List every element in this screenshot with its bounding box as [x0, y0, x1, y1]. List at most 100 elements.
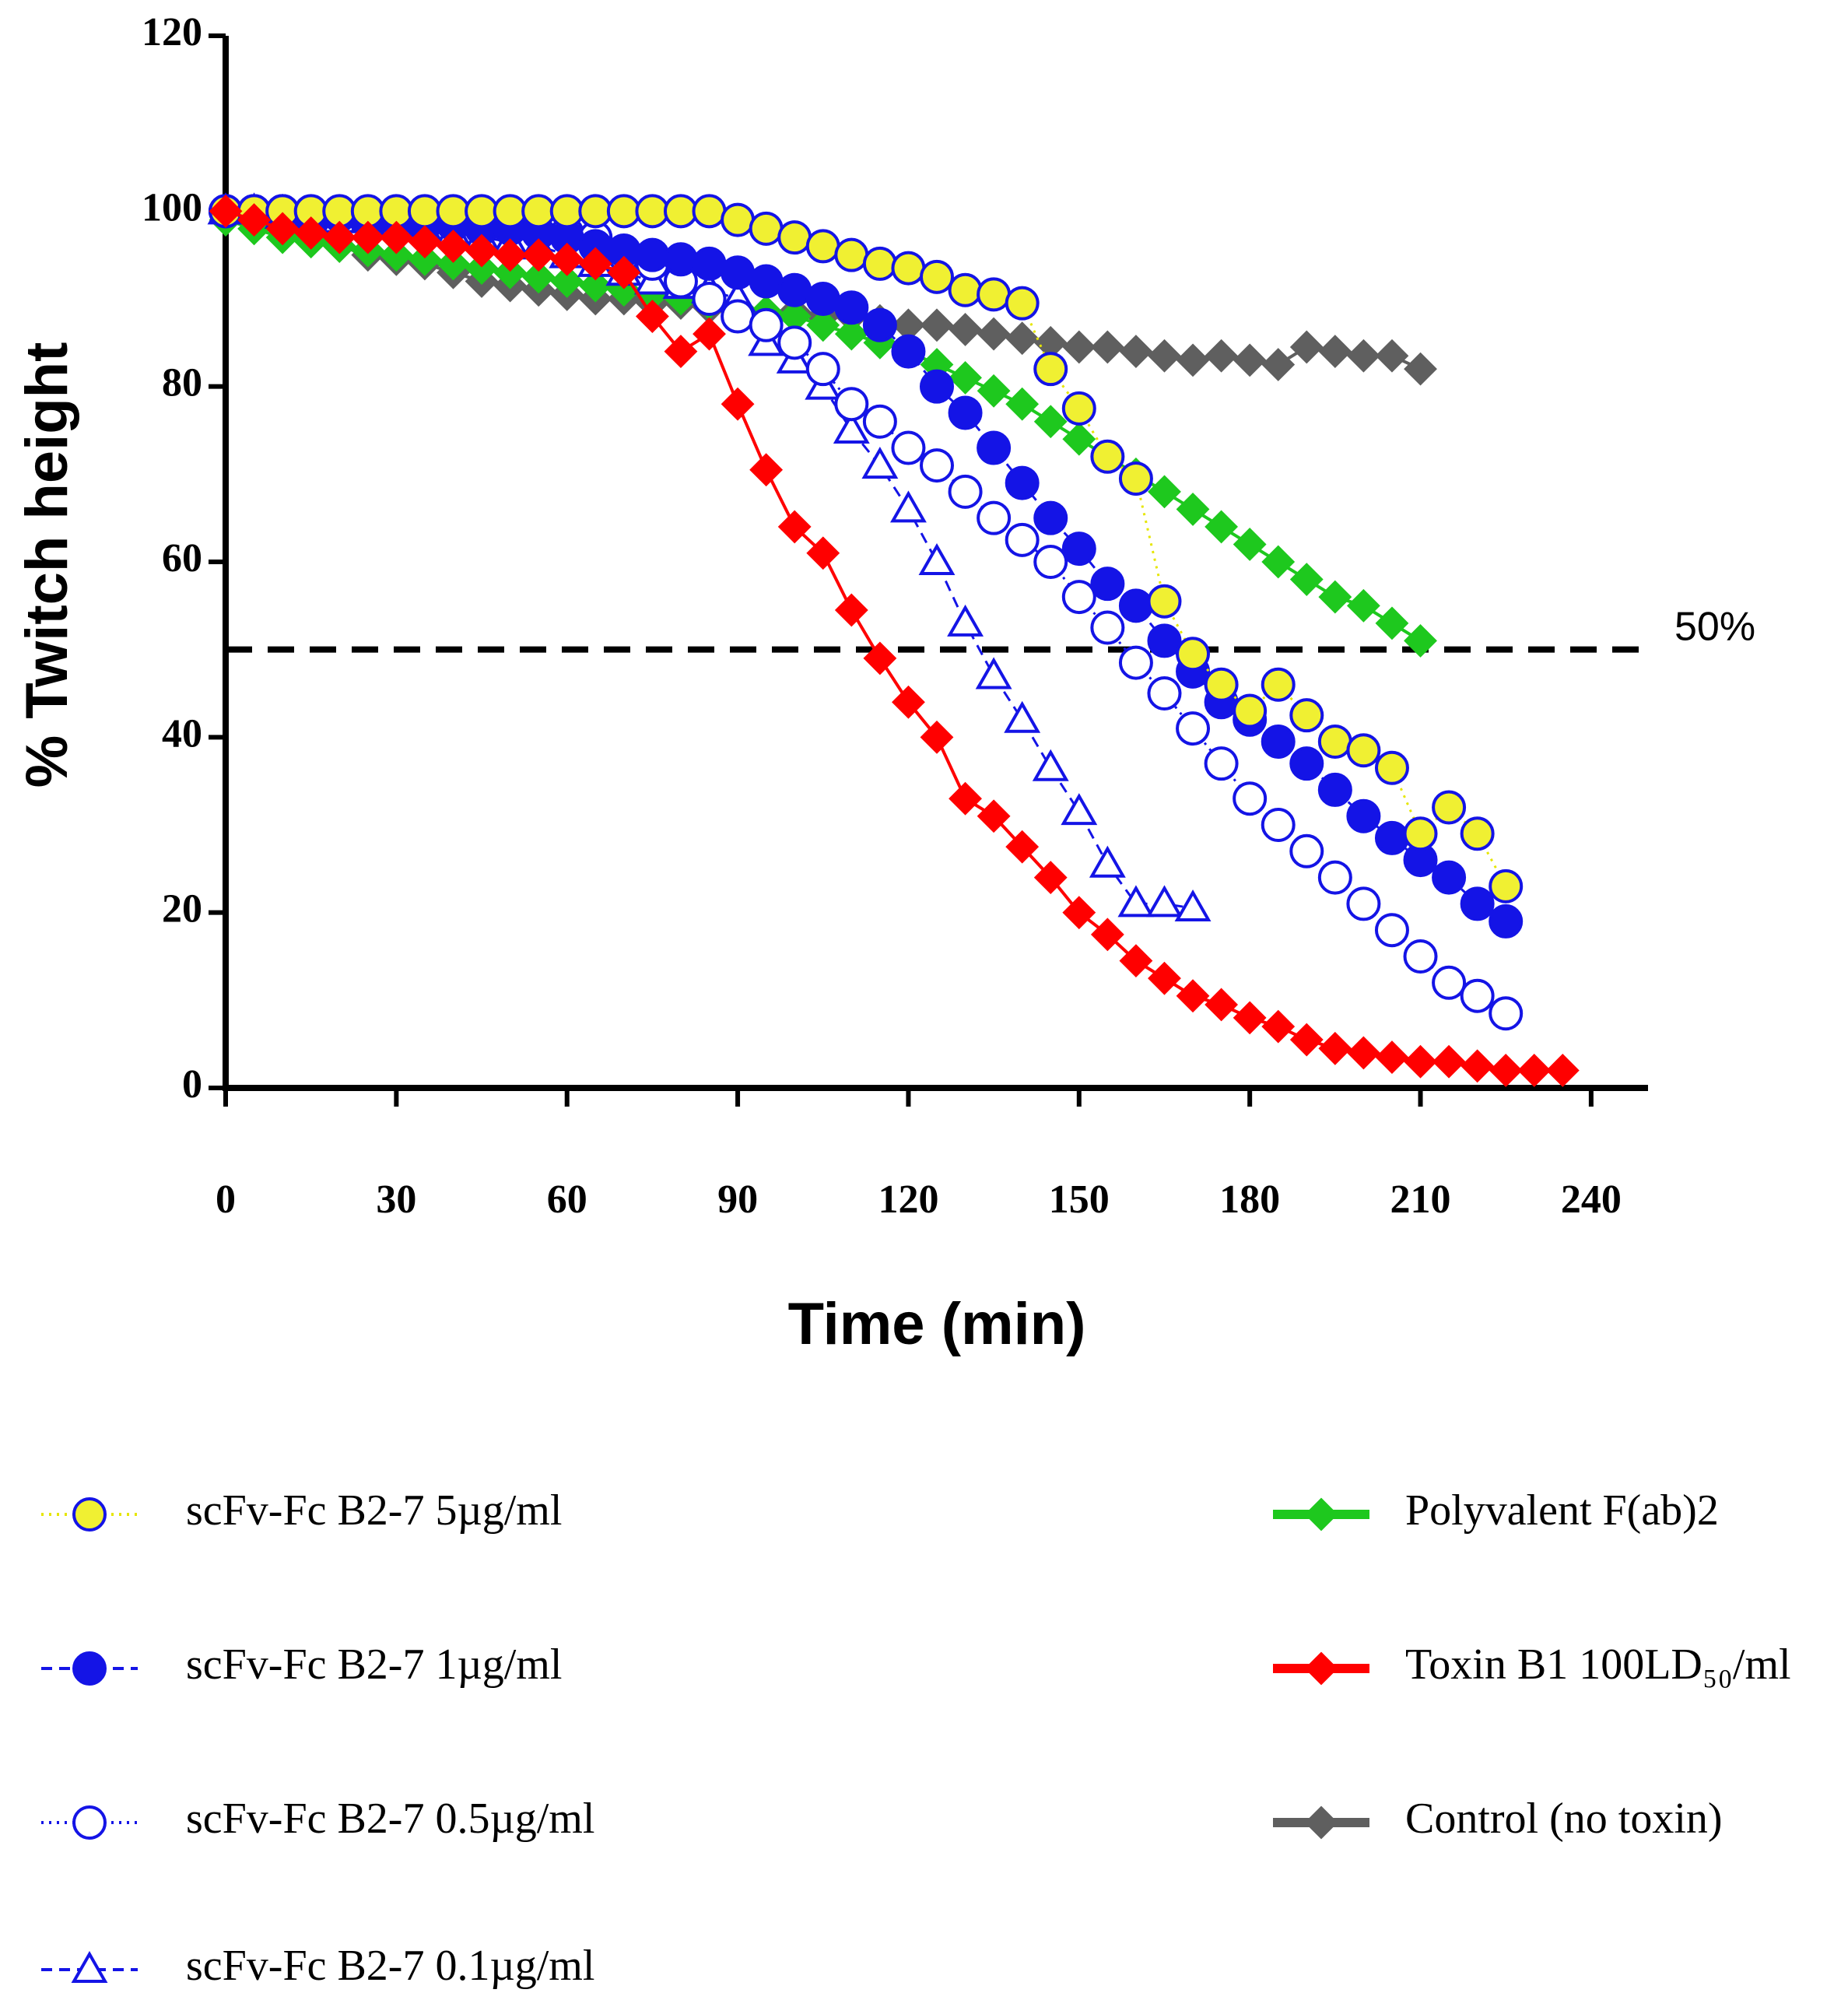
marker	[834, 593, 868, 627]
marker	[805, 352, 840, 387]
marker	[1176, 343, 1210, 377]
marker	[521, 260, 556, 294]
legend-marker	[72, 1805, 107, 1840]
marker	[1147, 676, 1182, 711]
x-tick-label: 60	[547, 1177, 587, 1222]
marker	[777, 272, 812, 307]
marker	[1432, 1044, 1466, 1079]
marker	[1374, 913, 1409, 948]
marker	[465, 233, 499, 268]
legend-marker	[1304, 1651, 1338, 1686]
y-tick-label: 40	[162, 711, 202, 756]
marker	[834, 387, 869, 422]
marker	[663, 242, 698, 277]
marker	[975, 657, 1012, 689]
marker	[977, 317, 1011, 351]
marker	[1090, 439, 1125, 474]
marker	[1318, 335, 1352, 369]
marker	[1261, 545, 1296, 579]
x-tick-label: 180	[1219, 1177, 1280, 1222]
marker	[1432, 790, 1467, 825]
marker	[777, 220, 812, 255]
marker	[1317, 772, 1352, 807]
marker	[721, 387, 755, 421]
marker	[607, 255, 641, 289]
marker	[1004, 700, 1041, 733]
marker	[635, 194, 670, 229]
marker	[1033, 545, 1068, 579]
marker	[1176, 979, 1210, 1013]
marker	[1460, 978, 1495, 1013]
marker	[1460, 886, 1495, 921]
marker	[465, 194, 500, 229]
marker	[918, 542, 956, 575]
marker	[1346, 339, 1380, 373]
marker	[1346, 798, 1381, 833]
marker	[1033, 352, 1068, 387]
marker	[834, 317, 868, 351]
legend-marker	[71, 1950, 108, 1983]
marker	[1005, 286, 1040, 321]
marker	[1403, 939, 1438, 974]
marker	[549, 194, 584, 229]
marker	[1033, 861, 1068, 895]
legend-label: Toxin B1 100LD₅₀/ml	[1405, 1640, 1791, 1689]
marker	[322, 220, 356, 254]
marker	[1061, 532, 1096, 567]
marker	[1205, 339, 1239, 373]
marker	[1205, 510, 1239, 544]
marker	[237, 203, 271, 237]
marker	[1346, 1036, 1380, 1070]
marker	[834, 290, 869, 325]
marker	[889, 490, 927, 523]
marker	[1289, 833, 1324, 868]
marker	[1261, 348, 1296, 381]
marker	[1090, 330, 1124, 364]
marker	[1146, 885, 1183, 918]
marker	[1032, 749, 1069, 781]
marker	[1545, 1054, 1580, 1087]
x-tick-label: 90	[717, 1177, 758, 1222]
marker	[1089, 845, 1126, 878]
legend-label: Polyvalent F(ab)2	[1405, 1486, 1719, 1535]
marker	[1176, 711, 1211, 746]
marker	[1119, 335, 1153, 369]
x-tick-label: 240	[1561, 1177, 1622, 1222]
y-tick-label: 80	[162, 361, 202, 405]
legend-marker	[72, 1497, 107, 1532]
marker	[1375, 339, 1409, 373]
marker	[1005, 387, 1040, 421]
marker	[721, 299, 756, 334]
marker	[891, 430, 926, 465]
marker	[635, 237, 670, 272]
marker	[1061, 793, 1098, 826]
marker	[1261, 808, 1296, 842]
marker	[749, 307, 784, 342]
marker	[606, 194, 641, 229]
marker	[1346, 733, 1381, 768]
marker	[692, 282, 727, 316]
marker	[920, 448, 954, 483]
marker	[294, 216, 328, 250]
marker	[863, 641, 897, 675]
marker	[550, 242, 584, 276]
marker	[692, 246, 727, 281]
marker	[1062, 330, 1096, 364]
marker	[1090, 610, 1125, 645]
x-tick-label: 120	[878, 1177, 938, 1222]
marker	[265, 212, 300, 246]
marker	[437, 247, 470, 281]
legend-marker	[1304, 1805, 1338, 1840]
marker	[806, 536, 840, 570]
marker	[920, 369, 954, 404]
marker	[1176, 492, 1210, 526]
marker	[1005, 830, 1040, 864]
marker	[1460, 816, 1495, 851]
marker	[891, 334, 926, 369]
marker	[1489, 996, 1524, 1031]
marker	[1261, 724, 1296, 759]
legend-label: scFv-Fc B2-7 0.5µg/ml	[186, 1795, 594, 1843]
marker	[663, 194, 698, 229]
marker	[977, 799, 1011, 833]
marker	[948, 474, 983, 509]
